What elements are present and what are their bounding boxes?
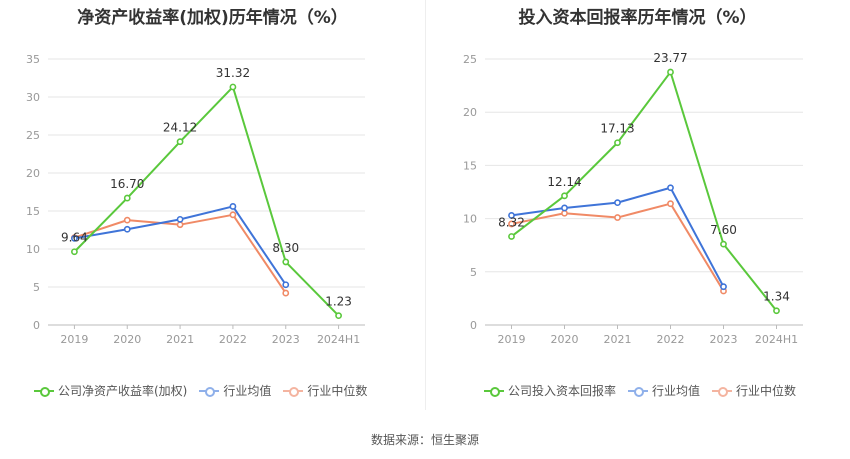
data-point-company (773, 307, 780, 315)
data-label: 8.32 (498, 215, 525, 229)
y-tick-label: 10 (26, 243, 40, 256)
x-tick-label: 2023 (272, 333, 300, 346)
data-point-company (614, 139, 621, 147)
data-point-company (335, 312, 342, 320)
x-tick-label: 2021 (166, 333, 194, 346)
data-point-company (123, 194, 131, 202)
legend-line-icon (34, 385, 54, 397)
y-tick-label: 10 (463, 213, 477, 226)
x-tick-label: 2023 (710, 333, 738, 346)
data-point-company (282, 258, 290, 266)
legend-line-icon (712, 385, 733, 397)
data-point-median (561, 209, 568, 217)
data-point-median (508, 220, 515, 228)
data-label: 31.32 (216, 66, 250, 80)
data-point-company (667, 68, 674, 76)
data-point-median (614, 214, 621, 221)
y-tick-label: 5 (470, 266, 477, 279)
legend-label: 行业中位数 (307, 384, 368, 398)
data-label: 24.12 (163, 121, 197, 135)
legend-label: 行业均值 (223, 384, 272, 398)
legend-roic: 公司投入资本回报率 行业均值 行业中位数 (484, 382, 808, 399)
data-point-company (508, 233, 515, 240)
data-point-company (229, 83, 237, 91)
x-tick-label: 2021 (604, 333, 632, 346)
data-point-company (561, 192, 568, 200)
y-tick-label: 35 (26, 53, 40, 66)
legend-item-median-roic[interactable]: 行业中位数 (712, 382, 796, 399)
y-tick-label: 15 (463, 159, 477, 172)
legend-label: 公司净资产收益率(加权) (58, 384, 188, 398)
data-label: 12.14 (547, 175, 581, 189)
legend-label: 行业中位数 (736, 384, 797, 398)
x-tick-label: 2022 (219, 333, 247, 346)
chart-title-roe: 净资产收益率(加权)历年情况（%） (77, 8, 348, 28)
legend-label: 行业均值 (652, 384, 701, 398)
legend-item-company-roe[interactable]: 公司净资产收益率(加权) (34, 382, 187, 399)
y-tick-label: 20 (26, 167, 40, 180)
y-tick-label: 30 (26, 91, 40, 104)
legend-item-median-roe[interactable]: 行业中位数 (283, 382, 367, 399)
data-label: 17.13 (600, 122, 634, 136)
data-label: 23.77 (653, 51, 687, 65)
x-tick-label: 2019 (498, 333, 526, 346)
data-label: 1.23 (325, 295, 352, 309)
data-label: 16.70 (110, 177, 144, 191)
x-tick-label: 2020 (551, 333, 579, 346)
x-tick-label: 2022 (657, 333, 685, 346)
legend-item-avg-roic[interactable]: 行业均值 (628, 382, 700, 399)
series-line-company (510, 71, 778, 312)
legend-line-icon (628, 385, 649, 397)
x-tick-label: 2019 (60, 333, 88, 346)
data-point-median (123, 216, 131, 224)
data-point-avg (71, 234, 78, 242)
data-point-avg (667, 184, 674, 192)
data-point-avg (720, 283, 727, 291)
data-point-avg (508, 212, 515, 219)
data-point-median (229, 211, 237, 219)
y-tick-label: 0 (33, 319, 40, 332)
y-tick-label: 20 (463, 106, 477, 119)
panel-divider (425, 0, 426, 410)
data-point-avg (229, 203, 237, 210)
data-point-company (720, 240, 727, 248)
series-line-company (73, 85, 340, 317)
legend-line-icon (484, 385, 504, 397)
data-point-median (667, 200, 674, 208)
legend-roe: 公司净资产收益率(加权) 行业均值 行业中位数 (34, 382, 379, 399)
data-point-median (282, 289, 290, 297)
data-label: 8.30 (272, 241, 299, 255)
legend-item-avg-roe[interactable]: 行业均值 (199, 382, 271, 399)
data-point-median (176, 221, 184, 229)
legend-line-icon (199, 385, 220, 397)
y-tick-label: 25 (463, 53, 477, 66)
data-point-avg (123, 225, 131, 233)
y-tick-label: 5 (33, 281, 40, 294)
y-tick-label: 15 (26, 205, 40, 218)
data-point-company (71, 248, 78, 256)
data-point-avg (561, 204, 568, 212)
data-label: 1.34 (763, 290, 790, 304)
data-point-avg (614, 199, 621, 207)
legend-line-icon (283, 385, 304, 397)
data-label: 9.64 (61, 231, 88, 245)
data-point-company (176, 138, 184, 146)
legend-label: 公司投入资本回报率 (508, 384, 617, 398)
data-label: 7.60 (710, 223, 737, 237)
data-point-avg (176, 215, 184, 223)
y-tick-label: 25 (26, 129, 40, 142)
chart-title-roic: 投入资本回报率历年情况（%） (518, 8, 757, 28)
data-point-avg (282, 281, 290, 289)
legend-item-company-roic[interactable]: 公司投入资本回报率 (484, 382, 616, 399)
x-tick-label: 2020 (113, 333, 141, 346)
x-tick-label: 2024H1 (755, 333, 798, 346)
y-tick-label: 0 (470, 319, 477, 332)
x-tick-label: 2024H1 (317, 333, 360, 346)
data-source-note: 数据来源：恒生聚源 (370, 433, 479, 447)
